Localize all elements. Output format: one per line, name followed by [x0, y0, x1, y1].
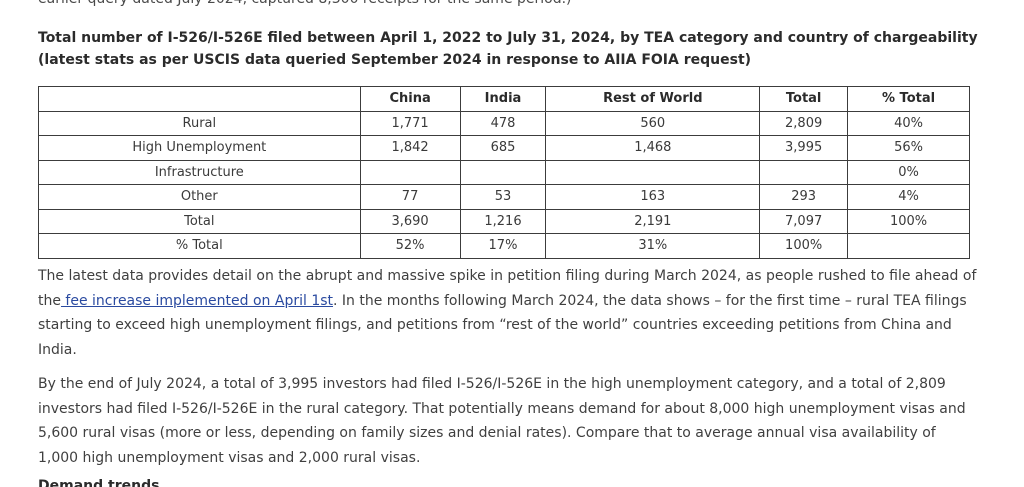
cell-china: 3,690 [359, 208, 461, 234]
cell-total: 3,995 [759, 135, 849, 161]
cell-china: 1,842 [359, 135, 461, 161]
header-cell-pct-total: % Total [847, 86, 970, 112]
header-cell-rest-of-world: Rest of World [545, 86, 761, 112]
cell-total: 293 [759, 184, 849, 210]
cell-total: 7,097 [759, 208, 849, 234]
analysis-paragraph-1: The latest data provides detail on the a… [38, 264, 978, 362]
cell-rest-of-world [545, 159, 761, 185]
header-cell-total: Total [759, 86, 849, 112]
row-label: Total [38, 208, 361, 234]
cell-rest-of-world: 163 [545, 184, 761, 210]
row-label: Infrastructure [38, 159, 361, 185]
petition-stats-table: China India Rest of World Total % Total … [38, 86, 970, 259]
cell-china: 77 [359, 184, 461, 210]
analysis-paragraph-2: By the end of July 2024, a total of 3,99… [38, 376, 966, 466]
cell-total: 100% [759, 233, 849, 259]
cell-india: 1,216 [459, 208, 547, 234]
cell-pct-total [847, 233, 970, 259]
cell-pct-total: 56% [847, 135, 970, 161]
cell-china: 52% [359, 233, 461, 259]
table-header-row: China India Rest of World Total % Total [38, 86, 970, 112]
table-row: Rural 1,771 478 560 2,809 40% [38, 110, 970, 136]
cell-pct-total: 4% [847, 184, 970, 210]
cell-rest-of-world: 31% [545, 233, 761, 259]
cell-pct-total: 100% [847, 208, 970, 234]
cell-india: 478 [459, 110, 547, 136]
next-section-heading-fragment: Demand trends [38, 478, 160, 487]
row-label: Rural [38, 110, 361, 136]
cell-rest-of-world: 560 [545, 110, 761, 136]
table-row: High Unemployment 1,842 685 1,468 3,995 … [38, 135, 970, 161]
cell-india: 53 [459, 184, 547, 210]
header-cell-category [38, 86, 361, 112]
cell-total [759, 159, 849, 185]
paragraph-text: . In the months following March 2024, th… [38, 292, 967, 358]
fee-increase-link[interactable]: fee increase implemented on April 1st [60, 292, 334, 309]
table-row: Other 77 53 163 293 4% [38, 184, 970, 210]
cell-india: 17% [459, 233, 547, 259]
row-label: % Total [38, 233, 361, 259]
cell-pct-total: 0% [847, 159, 970, 185]
cell-india [459, 159, 547, 185]
header-cell-india: India [459, 86, 547, 112]
cell-china: 1,771 [359, 110, 461, 136]
table-heading: Total number of I-526/I-526E filed betwe… [38, 30, 978, 68]
cell-total: 2,809 [759, 110, 849, 136]
row-label: Other [38, 184, 361, 210]
paragraph-text: The latest data provides detail on the a… [38, 268, 977, 309]
header-cell-china: China [359, 86, 461, 112]
table-row: Total 3,690 1,216 2,191 7,097 100% [38, 208, 970, 234]
table-row: % Total 52% 17% 31% 100% [38, 233, 970, 259]
cell-india: 685 [459, 135, 547, 161]
table-row: Infrastructure 0% [38, 159, 970, 185]
cell-china [359, 159, 461, 185]
row-label: High Unemployment [38, 135, 361, 161]
cell-rest-of-world: 2,191 [545, 208, 761, 234]
previous-paragraph-fragment: earlier query dated July 2024, captured … [38, 0, 572, 9]
cell-pct-total: 40% [847, 110, 970, 136]
cell-rest-of-world: 1,468 [545, 135, 761, 161]
